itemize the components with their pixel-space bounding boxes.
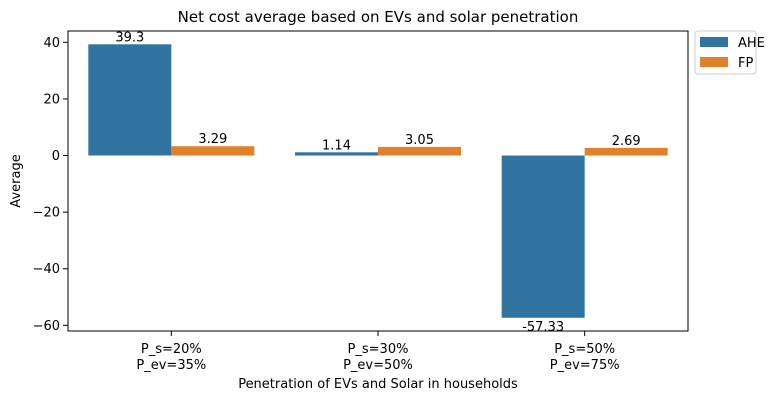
bar-fp-2 [584, 147, 668, 156]
data-label-fp-0: 3.29 [198, 132, 227, 147]
bar-ahe-2 [501, 155, 585, 318]
x-tick-label: P_s=20% [141, 342, 202, 357]
bar-ahe-0 [88, 44, 172, 156]
legend-label-ahe: AHE [738, 36, 765, 51]
legend-label-fp: FP [738, 56, 753, 71]
y-tick-label: 20 [43, 92, 60, 107]
x-tick-label: P_ev=50% [343, 358, 413, 373]
y-axis-label: Average [9, 154, 24, 207]
data-label-ahe-0: 39.3 [115, 30, 144, 45]
axes: 40200−20−40−60P_s=20%P_ev=35%P_s=30%P_ev… [33, 36, 620, 373]
y-tick-label: −60 [33, 319, 60, 334]
x-tick-label: P_ev=35% [136, 358, 206, 373]
bar-fp-0 [171, 146, 255, 156]
legend: AHE FP [694, 30, 765, 75]
x-tick-label: P_s=50% [554, 342, 615, 357]
y-tick-label: −40 [33, 262, 60, 277]
x-tick-label: P_ev=75% [550, 358, 620, 373]
y-tick-label: −20 [33, 206, 60, 221]
data-label-fp-2: 2.69 [612, 134, 641, 149]
chart-title: Net cost average based on EVs and solar … [178, 8, 579, 26]
data-label-ahe-2: -57.33 [522, 320, 564, 335]
y-tick-label: 0 [52, 149, 60, 164]
x-axis-label: Penetration of EVs and Solar in househol… [238, 377, 518, 392]
bar-ahe-1 [295, 152, 378, 156]
bar-fp-1 [378, 146, 461, 156]
data-label-ahe-1: 1.14 [322, 138, 351, 153]
x-tick-label: P_s=30% [348, 342, 409, 357]
legend-swatch-ahe [700, 37, 728, 47]
legend-swatch-fp [700, 57, 728, 67]
data-label-fp-1: 3.05 [405, 133, 434, 148]
y-tick-label: 40 [43, 36, 60, 51]
